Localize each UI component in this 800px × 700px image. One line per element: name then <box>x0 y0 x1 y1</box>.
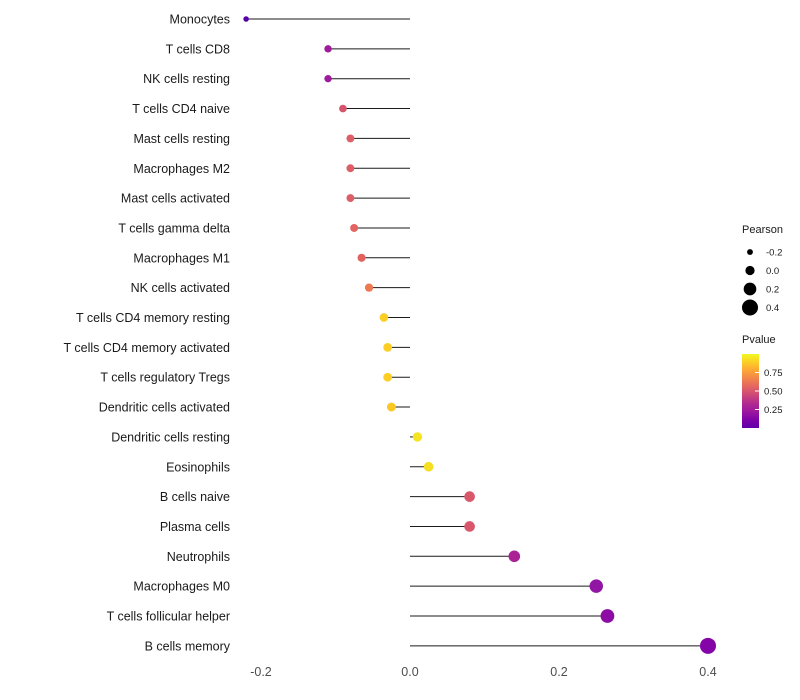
data-point <box>589 579 603 593</box>
legend-color-label: 0.75 <box>764 368 783 379</box>
data-point <box>346 194 355 203</box>
data-point <box>339 104 347 113</box>
category-label: T cells follicular helper <box>107 610 230 624</box>
pvalue-colorbar <box>742 354 759 428</box>
x-tick-label: 0.0 <box>401 665 418 679</box>
category-label: T cells regulatory Tregs <box>100 371 230 385</box>
legend-size-label: 0.4 <box>766 303 779 314</box>
category-label: T cells CD8 <box>166 42 230 56</box>
legend-size-label: 0.2 <box>766 285 779 296</box>
category-label: T cells gamma delta <box>118 221 230 235</box>
legend-size-dot <box>747 249 753 255</box>
data-point <box>508 550 521 563</box>
data-point <box>412 432 423 442</box>
data-point <box>464 491 475 502</box>
category-label: Monocytes <box>170 13 230 27</box>
category-label: B cells memory <box>145 639 231 653</box>
data-point <box>346 164 355 173</box>
category-label: Mast cells activated <box>121 192 230 206</box>
data-point <box>364 283 374 292</box>
category-label: T cells CD4 memory resting <box>76 311 230 325</box>
data-point <box>243 16 249 22</box>
legend-size-label: -0.2 <box>766 248 782 259</box>
category-label: Macrophages M2 <box>133 162 230 176</box>
category-label: Plasma cells <box>160 520 230 534</box>
category-label: T cells CD4 memory activated <box>64 341 231 355</box>
legend-size-dot <box>741 299 759 316</box>
category-label: Dendritic cells activated <box>99 401 230 415</box>
legend-size-dot <box>745 265 755 276</box>
category-label: T cells CD4 naive <box>132 102 230 116</box>
legend-size-dot <box>743 282 757 296</box>
data-point <box>357 253 366 262</box>
data-point <box>379 313 389 322</box>
data-point <box>324 75 332 83</box>
legend-color-label: 0.25 <box>764 405 783 416</box>
category-label: Dendritic cells resting <box>111 430 230 444</box>
category-label: NK cells activated <box>131 281 230 295</box>
data-point <box>350 223 359 232</box>
category-label: B cells naive <box>160 490 230 504</box>
category-label: Mast cells resting <box>133 132 230 146</box>
data-point <box>600 609 615 623</box>
data-point <box>464 521 475 532</box>
x-tick-label: 0.2 <box>550 665 567 679</box>
legend-color-title: Pvalue <box>742 334 776 346</box>
data-point <box>383 342 393 352</box>
legend-size-label: 0.0 <box>766 266 779 277</box>
data-point <box>699 637 717 654</box>
x-tick-label: 0.4 <box>699 665 716 679</box>
legend-size-title: Pearson <box>742 224 783 236</box>
category-label: NK cells resting <box>143 72 230 86</box>
data-point <box>423 461 434 472</box>
category-label: Eosinophils <box>166 460 230 474</box>
data-point <box>383 372 393 382</box>
legend-color-label: 0.50 <box>764 387 783 398</box>
data-point <box>324 45 332 53</box>
data-point <box>386 402 396 412</box>
category-label: Neutrophils <box>167 550 230 564</box>
category-label: Macrophages M0 <box>133 580 230 594</box>
data-point <box>346 134 355 143</box>
category-label: Macrophages M1 <box>133 251 230 265</box>
x-tick-label: -0.2 <box>250 665 272 679</box>
